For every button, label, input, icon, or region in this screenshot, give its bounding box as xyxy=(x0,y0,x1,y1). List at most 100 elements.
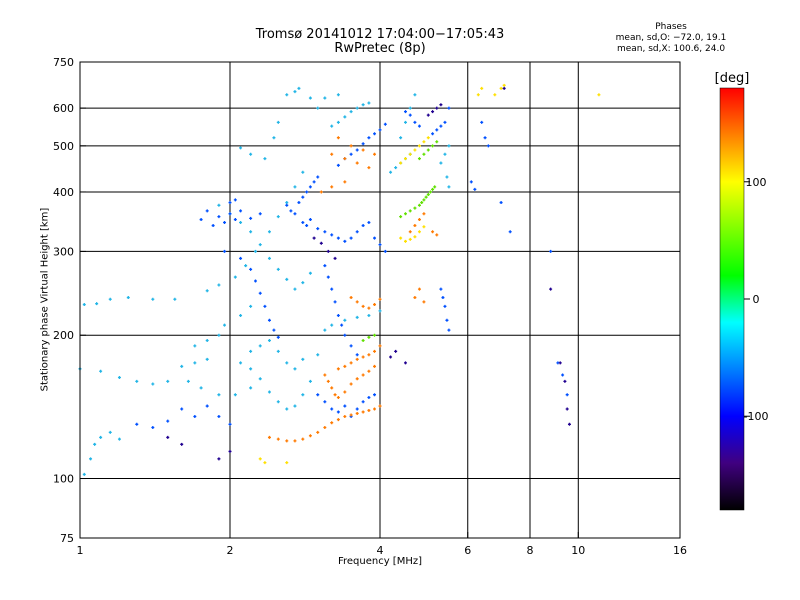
data-point xyxy=(82,472,86,476)
data-point xyxy=(297,86,301,90)
data-point xyxy=(285,203,289,207)
data-point xyxy=(361,103,365,107)
data-point xyxy=(343,404,347,408)
data-point xyxy=(293,404,297,408)
data-point xyxy=(151,382,155,386)
data-point xyxy=(217,414,221,418)
data-point xyxy=(355,230,359,234)
data-point xyxy=(166,379,170,383)
data-point xyxy=(394,349,398,353)
data-point xyxy=(378,297,382,301)
data-point xyxy=(267,230,271,234)
data-point xyxy=(99,435,103,439)
data-point xyxy=(293,185,297,189)
data-point xyxy=(258,291,262,295)
data-point xyxy=(445,175,449,179)
data-point xyxy=(355,377,359,381)
data-point xyxy=(301,281,305,285)
data-point xyxy=(336,410,340,414)
x-axis-ticks: 1 2 4 6 8 10 16 xyxy=(77,532,687,557)
data-point xyxy=(399,161,403,165)
y-tick-label: 600 xyxy=(53,102,74,115)
data-point xyxy=(408,230,412,234)
data-point xyxy=(267,435,271,439)
data-point xyxy=(301,437,305,441)
chart-title-line1: Tromsø 20141012 17:04:00−17:05:43 xyxy=(255,27,505,42)
data-point xyxy=(326,275,330,279)
data-point xyxy=(205,289,209,293)
data-point xyxy=(561,373,565,377)
data-point xyxy=(422,225,426,229)
data-point xyxy=(223,323,227,327)
data-point xyxy=(343,390,347,394)
data-point xyxy=(445,318,449,322)
data-point xyxy=(447,185,451,189)
data-point xyxy=(417,124,421,128)
data-point xyxy=(389,355,393,359)
colorbar-ticks: 100 0 -100 xyxy=(744,176,769,423)
data-point xyxy=(276,335,280,339)
data-point xyxy=(413,93,417,97)
data-point xyxy=(480,86,484,90)
data-point xyxy=(399,215,403,219)
data-point xyxy=(413,224,417,228)
data-point xyxy=(426,148,430,152)
chart-title: Tromsø 20141012 17:04:00−17:05:43 RwPret… xyxy=(230,28,530,56)
data-point xyxy=(330,233,334,237)
data-point xyxy=(439,124,443,128)
y-tick-label: 500 xyxy=(53,140,74,153)
data-point xyxy=(367,166,371,170)
data-point xyxy=(249,230,253,234)
data-point xyxy=(336,236,340,240)
data-point xyxy=(323,96,327,100)
data-point xyxy=(435,106,439,110)
data-point xyxy=(293,367,297,371)
data-point xyxy=(413,296,417,300)
data-point xyxy=(408,237,412,241)
data-point xyxy=(373,236,377,240)
data-point xyxy=(469,180,473,184)
data-point xyxy=(305,224,309,228)
data-point xyxy=(473,187,477,191)
data-point xyxy=(249,152,253,156)
data-point xyxy=(217,215,221,219)
data-point xyxy=(417,230,421,234)
data-point xyxy=(272,328,276,332)
data-point xyxy=(361,338,365,342)
data-point xyxy=(367,136,371,140)
data-point xyxy=(199,218,203,222)
data-point xyxy=(217,457,221,461)
data-point xyxy=(239,221,243,225)
data-point xyxy=(502,86,506,90)
data-point xyxy=(378,344,382,348)
data-point xyxy=(367,101,371,105)
data-point xyxy=(349,236,353,240)
data-point xyxy=(263,304,267,308)
x-tick-label: 2 xyxy=(227,544,234,557)
data-point xyxy=(343,414,347,418)
data-point xyxy=(223,221,227,225)
data-point xyxy=(217,203,221,207)
data-point xyxy=(319,190,323,194)
data-point xyxy=(349,110,353,114)
data-point xyxy=(499,86,503,90)
data-point xyxy=(343,239,347,243)
y-tick-label: 300 xyxy=(53,245,74,258)
data-point xyxy=(308,271,312,275)
data-point xyxy=(408,106,412,110)
data-point xyxy=(413,206,417,210)
data-point xyxy=(403,157,407,161)
data-point xyxy=(336,418,340,422)
data-point xyxy=(326,249,330,253)
data-point xyxy=(308,185,312,189)
data-point xyxy=(373,393,377,397)
data-point xyxy=(312,236,316,240)
data-point xyxy=(399,236,403,240)
data-point xyxy=(205,357,209,361)
data-point xyxy=(361,142,365,146)
data-point xyxy=(413,120,417,124)
data-point xyxy=(383,122,387,126)
y-tick-label: 400 xyxy=(53,186,74,199)
data-point xyxy=(431,187,435,191)
data-point xyxy=(316,353,320,357)
